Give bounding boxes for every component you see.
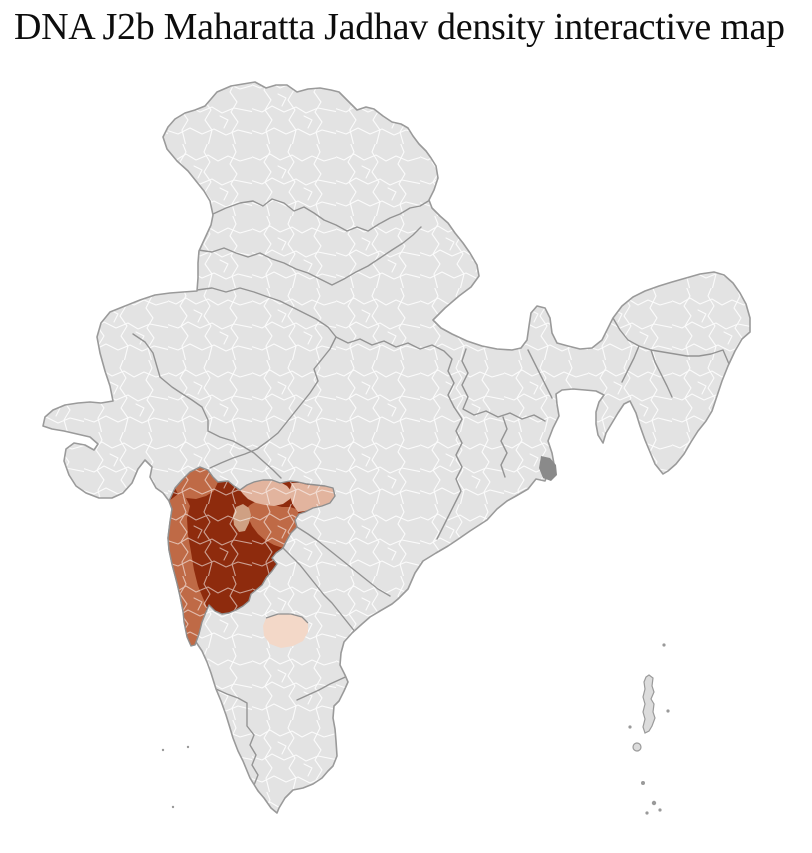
island-dot [658, 808, 662, 812]
lakshadweep-islands [161, 745, 190, 809]
india-landmass[interactable] [0, 70, 812, 853]
sundarbans-delta [539, 456, 557, 481]
island-dot [666, 709, 670, 713]
andaman-main-island [642, 674, 656, 734]
island-dot [186, 745, 190, 749]
low-density-district-border [265, 613, 309, 624]
andaman-nicobar-islands [628, 643, 670, 815]
island-dot [645, 811, 649, 815]
island-dot [161, 748, 165, 752]
page-title: DNA J2b Maharatta Jadhav density interac… [14, 6, 785, 48]
island-dot [651, 800, 657, 806]
state-borders [132, 198, 730, 796]
density-region-low[interactable] [263, 614, 308, 648]
island-dot [628, 725, 632, 729]
island-dot [641, 781, 645, 785]
island-dot [662, 643, 666, 647]
island-dot [171, 805, 175, 809]
little-andaman-island [632, 742, 642, 752]
district-grid-texture [43, 82, 750, 813]
